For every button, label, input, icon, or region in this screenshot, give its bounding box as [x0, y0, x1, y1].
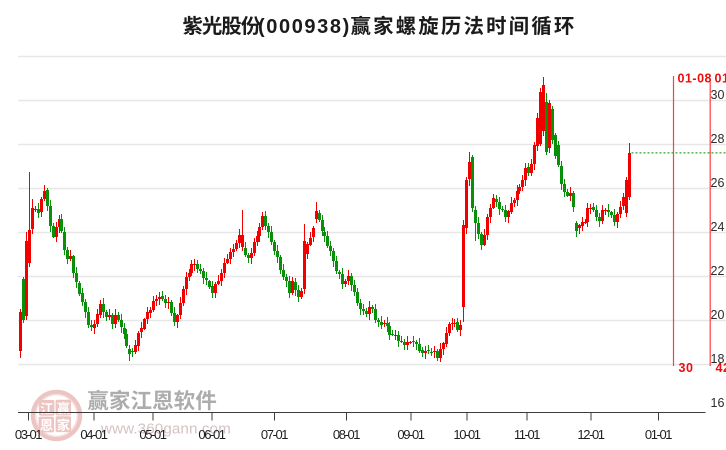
svg-text:07-01: 07-01 — [261, 427, 288, 442]
svg-text:26: 26 — [711, 176, 725, 190]
svg-text:03-01: 03-01 — [15, 427, 42, 442]
svg-text:08-01: 08-01 — [333, 427, 360, 442]
svg-text:05-01: 05-01 — [139, 427, 166, 442]
svg-text:04-01: 04-01 — [80, 427, 107, 442]
svg-text:12-01: 12-01 — [577, 427, 604, 442]
svg-text:28: 28 — [711, 132, 725, 146]
svg-text:www.360gann.com: www.360gann.com — [100, 421, 231, 438]
svg-text:30: 30 — [679, 361, 694, 375]
svg-text:11-01: 11-01 — [514, 427, 540, 442]
svg-text:16: 16 — [711, 396, 725, 410]
svg-text:18: 18 — [711, 352, 725, 366]
svg-text:42.8: 42.8 — [716, 361, 726, 375]
svg-text:24: 24 — [711, 220, 725, 234]
svg-text:22: 22 — [711, 264, 725, 278]
svg-text:10-01: 10-01 — [453, 427, 480, 442]
svg-text:30: 30 — [711, 88, 725, 102]
svg-text:09-01: 09-01 — [397, 427, 424, 442]
svg-text:(000938): (000938) — [258, 16, 351, 38]
svg-text:01-01: 01-01 — [645, 427, 672, 442]
svg-text:06-01: 06-01 — [198, 427, 225, 442]
svg-text:20: 20 — [711, 308, 725, 322]
svg-text:01-28: 01-28 — [715, 72, 726, 86]
svg-text:01-08: 01-08 — [678, 72, 712, 86]
